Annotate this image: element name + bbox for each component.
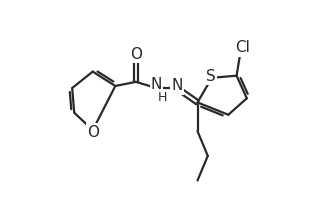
Text: N: N xyxy=(171,78,183,93)
Text: O: O xyxy=(87,125,99,140)
Text: Cl: Cl xyxy=(235,41,250,55)
Text: S: S xyxy=(206,69,216,84)
Text: N: N xyxy=(151,77,162,92)
Text: H: H xyxy=(158,91,167,104)
Text: O: O xyxy=(130,47,142,62)
